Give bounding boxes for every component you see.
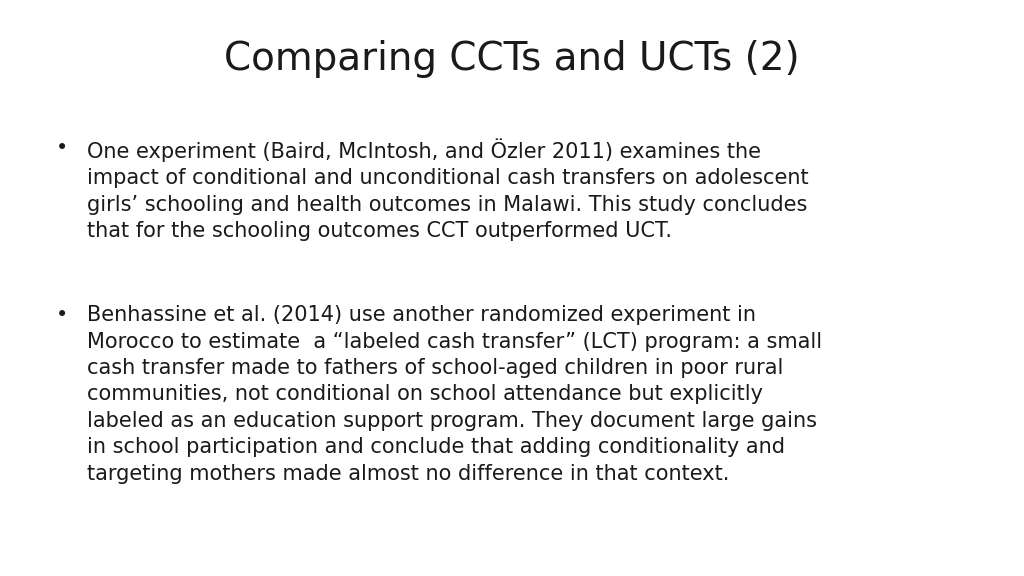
Text: Comparing CCTs and UCTs (2): Comparing CCTs and UCTs (2) bbox=[224, 40, 800, 78]
Text: •: • bbox=[56, 305, 69, 325]
Text: One experiment (Baird, McIntosh, and Özler 2011) examines the
impact of conditio: One experiment (Baird, McIntosh, and Özl… bbox=[87, 138, 809, 241]
Text: Benhassine et al. (2014) use another randomized experiment in
Morocco to estimat: Benhassine et al. (2014) use another ran… bbox=[87, 305, 822, 484]
Text: •: • bbox=[56, 138, 69, 158]
